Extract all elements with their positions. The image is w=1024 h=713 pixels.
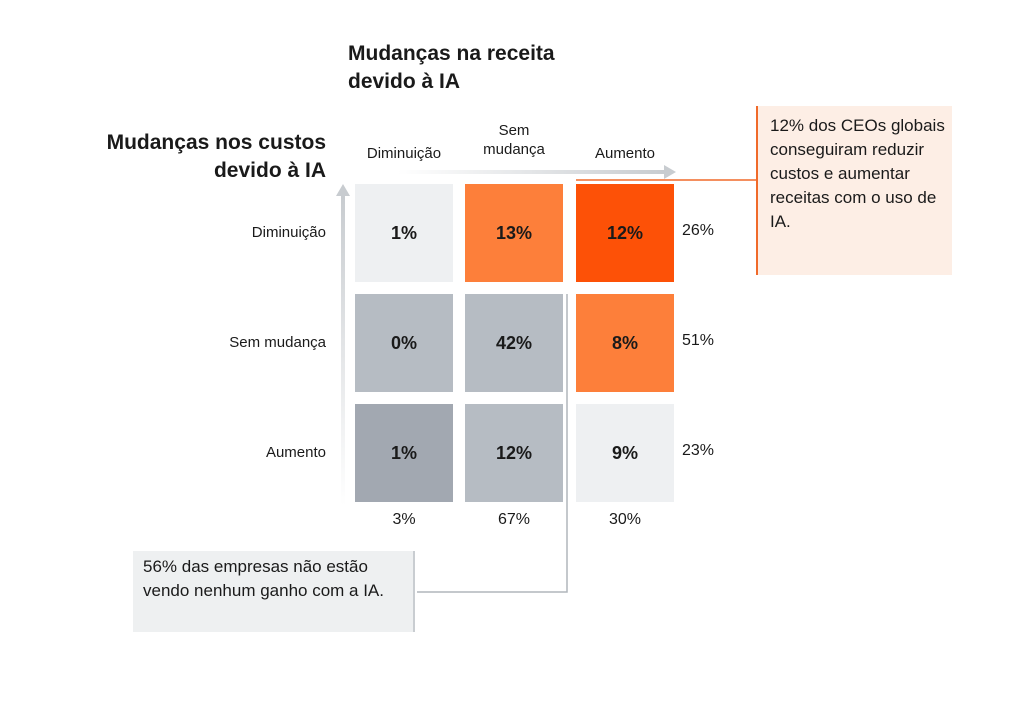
row-header: Aumento — [265, 444, 326, 461]
annotation-right: 12% dos CEOs globais conseguiram reduzir… — [756, 106, 952, 275]
column-header: Diminuição — [366, 145, 442, 162]
row-total: 26% — [682, 222, 715, 239]
heatmap-cell: 13% — [465, 184, 563, 282]
heatmap-cell: 1% — [355, 184, 453, 282]
heatmap-cell: 9% — [576, 404, 674, 502]
y-arrow — [341, 196, 345, 506]
heatmap-cell: 0% — [355, 294, 453, 392]
heatmap-cell: 12% — [576, 184, 674, 282]
column-total: 3% — [392, 511, 416, 528]
row-total: 51% — [682, 332, 715, 349]
y-axis-title: Mudanças nos custos devido à IA — [106, 131, 326, 182]
column-header: Sem mudança — [483, 122, 545, 158]
callout-line-left — [417, 294, 568, 593]
row-header: Sem mudança — [229, 334, 326, 351]
column-total: 67% — [497, 511, 531, 528]
x-axis-title: Mudanças na receita devido à IA — [348, 42, 555, 93]
row-header: Diminuição — [251, 224, 326, 241]
row-total: 23% — [682, 442, 715, 459]
heatmap-cell: 12% — [465, 404, 563, 502]
column-total: 30% — [608, 511, 642, 528]
heatmap-cell: 8% — [576, 294, 674, 392]
heatmap-cell: 1% — [355, 404, 453, 502]
heatmap-cell: 42% — [465, 294, 563, 392]
annotation-left: 56% das empresas não estão vendo nenhum … — [133, 551, 415, 632]
column-header: Aumento — [594, 145, 656, 162]
x-arrow — [398, 170, 664, 174]
